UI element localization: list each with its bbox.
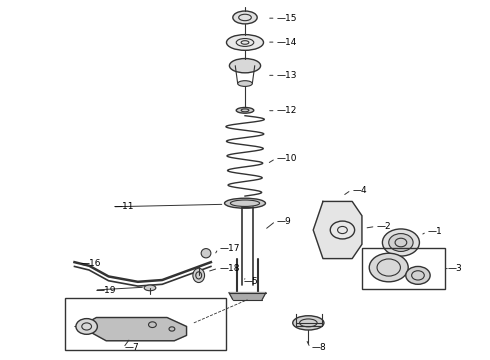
Polygon shape [87,318,187,341]
Text: —1: —1 [428,227,442,236]
Ellipse shape [144,285,156,291]
Text: —12: —12 [277,106,297,115]
Ellipse shape [229,59,261,73]
Text: —13: —13 [277,71,297,80]
Ellipse shape [236,108,254,113]
Ellipse shape [201,249,211,258]
Ellipse shape [233,11,257,24]
Circle shape [76,319,98,334]
Text: —10: —10 [277,154,297,163]
Ellipse shape [193,268,204,283]
Text: —16: —16 [80,260,101,269]
Text: —2: —2 [376,222,391,231]
Ellipse shape [224,198,266,208]
Text: —4: —4 [352,185,367,194]
Circle shape [389,234,413,251]
Bar [65,298,225,350]
Text: —5: —5 [244,277,259,286]
Circle shape [330,221,355,239]
Circle shape [369,253,408,282]
Text: —15: —15 [277,14,297,23]
Text: —8: —8 [311,343,326,352]
Text: —18: —18 [219,264,240,273]
Ellipse shape [238,81,252,86]
Text: —14: —14 [277,37,297,46]
Text: —11: —11 [114,202,134,211]
Circle shape [406,266,430,284]
Text: —9: —9 [277,217,292,226]
Text: —17: —17 [219,244,240,253]
Text: —3: —3 [447,264,462,273]
Text: —7: —7 [124,343,139,352]
Ellipse shape [226,35,264,50]
Text: —19: —19 [96,285,116,294]
Polygon shape [313,202,362,258]
Circle shape [382,229,419,256]
Ellipse shape [293,316,324,330]
Polygon shape [229,293,266,300]
Text: —6: —6 [74,322,88,331]
Bar [362,248,445,289]
